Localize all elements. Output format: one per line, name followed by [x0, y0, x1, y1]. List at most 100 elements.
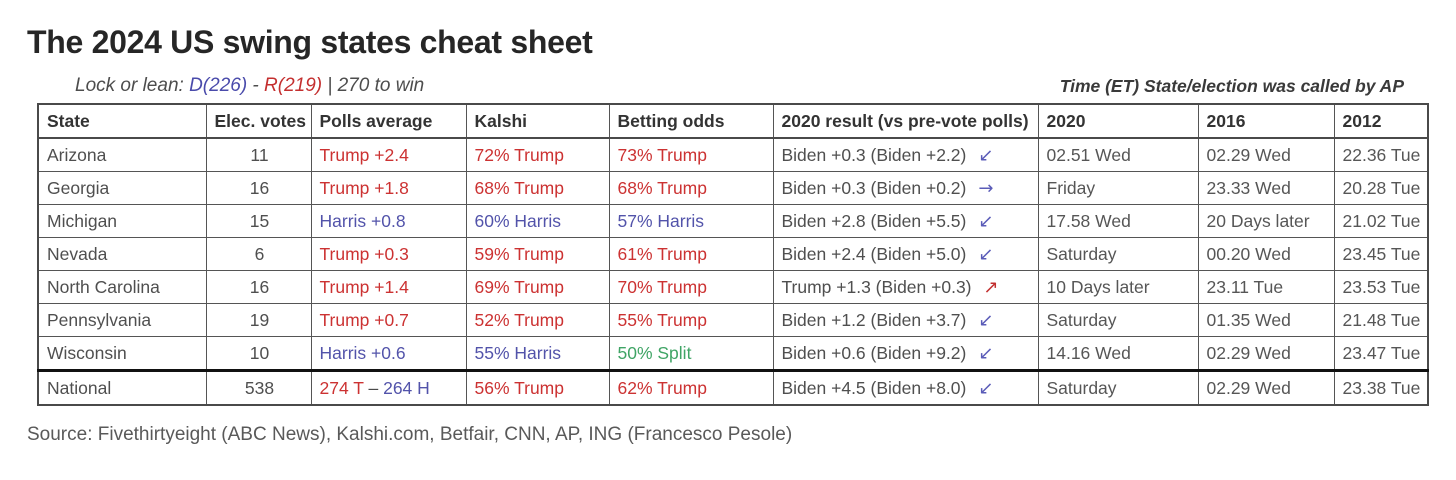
- ap-call-time-note: Time (ET) State/election was called by A…: [1059, 76, 1404, 96]
- call-time-2016-cell: 02.29 Wed: [1197, 336, 1335, 371]
- call-time-2016-cell: 00.20 Wed: [1197, 237, 1335, 271]
- betting-odds-cell: 70% Trump: [608, 270, 774, 304]
- table-row-nevada: Nevada 6 Trump +0.3 59% Trump 61% Trump …: [37, 237, 1429, 271]
- call-time-2020-cell: Saturday: [1037, 237, 1199, 271]
- elec-votes-cell: 6: [205, 237, 312, 271]
- call-time-2016-cell: 01.35 Wed: [1197, 303, 1335, 337]
- result-text: Biden +0.6 (Biden +9.2): [781, 342, 967, 363]
- call-time-2012-cell: 21.02 Tue: [1333, 204, 1429, 238]
- sub-header-row: Lock or lean: D(226) - R(219) | 270 to w…: [75, 75, 1404, 97]
- betting-odds-cell: 55% Trump: [608, 303, 774, 337]
- trend-down-left-icon: ↙: [978, 243, 994, 265]
- polls-average-cell: Trump +0.3: [310, 237, 467, 271]
- header-betting-odds: Betting odds: [608, 103, 774, 139]
- polls-average-cell: Harris +0.8: [310, 204, 467, 238]
- result-text: Biden +2.8 (Biden +5.5): [781, 210, 967, 231]
- header-state: State: [37, 103, 207, 139]
- kalshi-cell: 68% Trump: [465, 171, 610, 205]
- result-text: Biden +0.3 (Biden +0.2): [781, 177, 967, 198]
- dem-electoral-count: D(226): [189, 75, 248, 96]
- call-time-2020-cell: Friday: [1037, 171, 1199, 205]
- kalshi-cell: 69% Trump: [465, 270, 610, 304]
- betting-odds-cell: 61% Trump: [608, 237, 774, 271]
- call-time-2016-cell: 02.29 Wed: [1197, 369, 1335, 406]
- state-cell: Michigan: [37, 204, 207, 238]
- lock-or-lean-prefix: Lock or lean:: [75, 75, 190, 96]
- betting-odds-cell: 73% Trump: [608, 137, 774, 172]
- polls-average-cell: 274 T – 264 H: [310, 369, 467, 406]
- kalshi-cell: 60% Harris: [465, 204, 610, 238]
- call-time-2012-cell: 22.36 Tue: [1333, 137, 1429, 172]
- polls-average-cell: Trump +0.7: [310, 303, 467, 337]
- result-text: Biden +1.2 (Biden +3.7): [781, 309, 967, 330]
- trend-up-right-icon: ↗: [983, 276, 999, 298]
- trend-down-left-icon: ↙: [978, 377, 994, 399]
- kalshi-cell: 72% Trump: [465, 137, 610, 172]
- betting-odds-cell: 62% Trump: [608, 369, 774, 406]
- call-time-2020-cell: Saturday: [1037, 303, 1199, 337]
- call-time-2016-cell: 20 Days later: [1197, 204, 1335, 238]
- table-row-arizona: Arizona 11 Trump +2.4 72% Trump 73% Trum…: [37, 137, 1429, 172]
- call-time-2012-cell: 23.53 Tue: [1333, 270, 1429, 304]
- result-2020-cell: Biden +0.3 (Biden +2.2) ↙: [772, 137, 1039, 172]
- lock-or-lean-suffix: | 270 to win: [322, 75, 425, 96]
- table-header-row: State Elec. votes Polls average Kalshi B…: [37, 103, 1429, 139]
- kalshi-cell: 55% Harris: [465, 336, 610, 371]
- lock-or-lean-separator: -: [247, 75, 265, 96]
- trend-down-left-icon: ↙: [978, 309, 994, 331]
- call-time-2012-cell: 21.48 Tue: [1333, 303, 1429, 337]
- header-2016: 2016: [1197, 103, 1335, 139]
- header-2012: 2012: [1333, 103, 1429, 139]
- header-kalshi: Kalshi: [465, 103, 610, 139]
- state-cell: Georgia: [37, 171, 207, 205]
- result-text: Biden +2.4 (Biden +5.0): [781, 243, 967, 264]
- state-cell: North Carolina: [37, 270, 207, 304]
- polls-average-cell: Harris +0.6: [310, 336, 467, 371]
- kalshi-cell: 52% Trump: [465, 303, 610, 337]
- call-time-2020-cell: 02.51 Wed: [1037, 137, 1199, 172]
- table-row-north-carolina: North Carolina 16 Trump +1.4 69% Trump 7…: [37, 270, 1429, 304]
- result-text: Trump +1.3 (Biden +0.3): [781, 276, 972, 297]
- result-2020-cell: Biden +2.4 (Biden +5.0) ↙: [772, 237, 1039, 271]
- rep-electoral-count: R(219): [264, 75, 323, 96]
- table-row-national: National 538 274 T – 264 H 56% Trump 62%…: [37, 369, 1429, 406]
- result-text: Biden +4.5 (Biden +8.0): [781, 377, 967, 398]
- call-time-2016-cell: 23.11 Tue: [1197, 270, 1335, 304]
- result-2020-cell: Biden +1.2 (Biden +3.7) ↙: [772, 303, 1039, 337]
- table-row-wisconsin: Wisconsin 10 Harris +0.6 55% Harris 50% …: [37, 336, 1429, 371]
- betting-odds-cell: 68% Trump: [608, 171, 774, 205]
- call-time-2020-cell: 14.16 Wed: [1037, 336, 1199, 371]
- swing-states-table: State Elec. votes Polls average Kalshi B…: [37, 103, 1429, 406]
- state-cell: Pennsylvania: [37, 303, 207, 337]
- elec-votes-cell: 11: [205, 137, 312, 172]
- call-time-2020-cell: 17.58 Wed: [1037, 204, 1199, 238]
- elec-votes-cell: 16: [205, 171, 312, 205]
- call-time-2012-cell: 23.45 Tue: [1333, 237, 1429, 271]
- trend-down-left-icon: ↙: [978, 210, 994, 232]
- call-time-2012-cell: 20.28 Tue: [1333, 171, 1429, 205]
- trend-down-left-icon: ↙: [978, 342, 994, 364]
- electoral-harris-count: 264 H: [383, 377, 430, 398]
- polls-average-cell: Trump +2.4: [310, 137, 467, 172]
- elec-votes-cell: 10: [205, 336, 312, 371]
- electoral-separator: –: [363, 377, 384, 398]
- state-cell: National: [37, 369, 207, 406]
- table-row-pennsylvania: Pennsylvania 19 Trump +0.7 52% Trump 55%…: [37, 303, 1429, 337]
- elec-votes-cell: 16: [205, 270, 312, 304]
- call-time-2020-cell: 10 Days later: [1037, 270, 1199, 304]
- result-2020-cell: Biden +2.8 (Biden +5.5) ↙: [772, 204, 1039, 238]
- page-title: The 2024 US swing states cheat sheet: [27, 24, 593, 60]
- polls-average-cell: Trump +1.4: [310, 270, 467, 304]
- betting-odds-cell: 57% Harris: [608, 204, 774, 238]
- elec-votes-cell: 15: [205, 204, 312, 238]
- call-time-2012-cell: 23.38 Tue: [1333, 369, 1429, 406]
- header-elec-votes: Elec. votes: [205, 103, 312, 139]
- header-2020: 2020: [1037, 103, 1199, 139]
- state-cell: Nevada: [37, 237, 207, 271]
- kalshi-cell: 59% Trump: [465, 237, 610, 271]
- result-2020-cell: Biden +0.6 (Biden +9.2) ↙: [772, 336, 1039, 371]
- elec-votes-cell: 538: [205, 369, 312, 406]
- polls-average-cell: Trump +1.8: [310, 171, 467, 205]
- call-time-2016-cell: 23.33 Wed: [1197, 171, 1335, 205]
